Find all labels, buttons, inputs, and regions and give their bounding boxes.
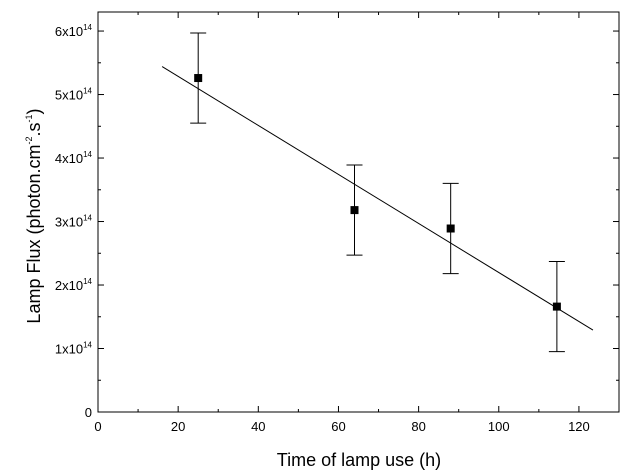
data-point-square bbox=[194, 74, 203, 83]
y-tick-label: 5x1014 bbox=[55, 87, 93, 103]
y-tick-exponent: 14 bbox=[83, 277, 92, 286]
y-axis-title-middle: .s bbox=[24, 122, 44, 136]
y-tick-exponent: 14 bbox=[83, 150, 92, 159]
y-tick-mantissa: 2x10 bbox=[55, 278, 83, 293]
y-tick-mantissa: 5x10 bbox=[55, 88, 83, 103]
y-tick-mantissa: 6x10 bbox=[55, 24, 83, 39]
y-axis-title-suffix: ) bbox=[24, 108, 44, 114]
y-tick-mantissa: 3x10 bbox=[55, 215, 83, 230]
y-tick-exponent: 14 bbox=[83, 23, 92, 32]
data-point-square bbox=[446, 224, 455, 233]
x-axis-ticks: 0 20 40 60 80 100 120 bbox=[94, 12, 590, 434]
y-tick-label: 4x1014 bbox=[55, 150, 93, 166]
y-tick-label: 6x1014 bbox=[55, 23, 93, 39]
x-tick-label: 80 bbox=[411, 419, 425, 434]
x-tick-label: 20 bbox=[171, 419, 185, 434]
data-point-square bbox=[350, 206, 359, 215]
data-point-square bbox=[552, 302, 561, 311]
plot-area-frame bbox=[97, 11, 620, 413]
x-tick-label: 100 bbox=[488, 419, 510, 434]
y-tick-label: 1x1014 bbox=[55, 341, 93, 357]
y-tick-mantissa: 1x10 bbox=[55, 342, 83, 357]
y-tick-mantissa: 4x10 bbox=[55, 151, 83, 166]
y-axis-title-sup2: -1 bbox=[24, 114, 34, 122]
y-axis-title-sup1: -2 bbox=[24, 136, 34, 144]
x-axis-title: Time of lamp use (h) bbox=[277, 450, 441, 470]
x-tick-label: 40 bbox=[251, 419, 265, 434]
x-tick-label: 0 bbox=[94, 419, 101, 434]
y-tick-exponent: 14 bbox=[83, 341, 92, 350]
fit-line-group bbox=[161, 66, 594, 331]
y-tick-label: 0 bbox=[85, 405, 92, 420]
y-axis-title-prefix: Lamp Flux (photon.cm bbox=[24, 144, 44, 323]
x-tick-label: 60 bbox=[331, 419, 345, 434]
y-tick-exponent: 14 bbox=[83, 214, 92, 223]
y-tick-label: 2x1014 bbox=[55, 277, 93, 293]
data-points bbox=[190, 32, 565, 353]
y-tick-label: 3x1014 bbox=[55, 214, 93, 230]
y-axis-title: Lamp Flux (photon.cm-2.s-1) bbox=[24, 108, 44, 323]
plot-frame bbox=[97, 11, 620, 413]
fit-line bbox=[161, 66, 594, 331]
y-tick-exponent: 14 bbox=[83, 87, 92, 96]
x-tick-label: 120 bbox=[568, 419, 590, 434]
